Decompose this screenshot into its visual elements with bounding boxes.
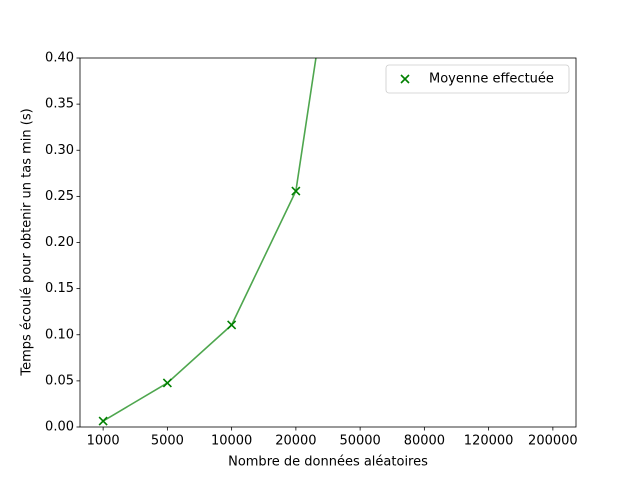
y-axis-label: Temps écoulé pour obtenir un tas min (s) xyxy=(20,108,35,376)
y-tick-label: 0.00 xyxy=(45,420,74,435)
data-point xyxy=(162,378,172,388)
y-tick-label: 0.20 xyxy=(45,235,74,250)
series-line xyxy=(102,58,317,422)
x-tick-label: 5000 xyxy=(151,434,184,449)
x-tick-label: 120000 xyxy=(464,434,514,449)
legend-marker xyxy=(400,74,410,84)
x-tick-label: 10000 xyxy=(211,434,252,449)
data-point xyxy=(98,416,108,426)
x-tick-label: 1000 xyxy=(87,434,120,449)
data-point xyxy=(291,186,301,196)
legend-box xyxy=(385,64,570,94)
y-tick-label: 0.35 xyxy=(45,97,74,112)
legend-label: Moyenne effectuée xyxy=(429,72,554,87)
y-tick-label: 0.05 xyxy=(45,373,74,388)
x-axis-label: Nombre de données aléatoires xyxy=(228,455,428,470)
x-tick-label: 50000 xyxy=(339,434,380,449)
data-point xyxy=(227,320,237,330)
y-tick-label: 0.10 xyxy=(45,327,74,342)
x-tick-label: 20000 xyxy=(275,434,316,449)
y-tick-label: 0.25 xyxy=(45,189,74,204)
y-tick-label: 0.30 xyxy=(45,143,74,158)
x-tick-label: 80000 xyxy=(404,434,445,449)
plot-area xyxy=(98,58,317,426)
x-tick-label: 200000 xyxy=(528,434,578,449)
y-tick-label: 0.15 xyxy=(45,281,74,296)
plot-frame xyxy=(79,57,577,428)
y-tick-label: 0.40 xyxy=(45,51,74,66)
